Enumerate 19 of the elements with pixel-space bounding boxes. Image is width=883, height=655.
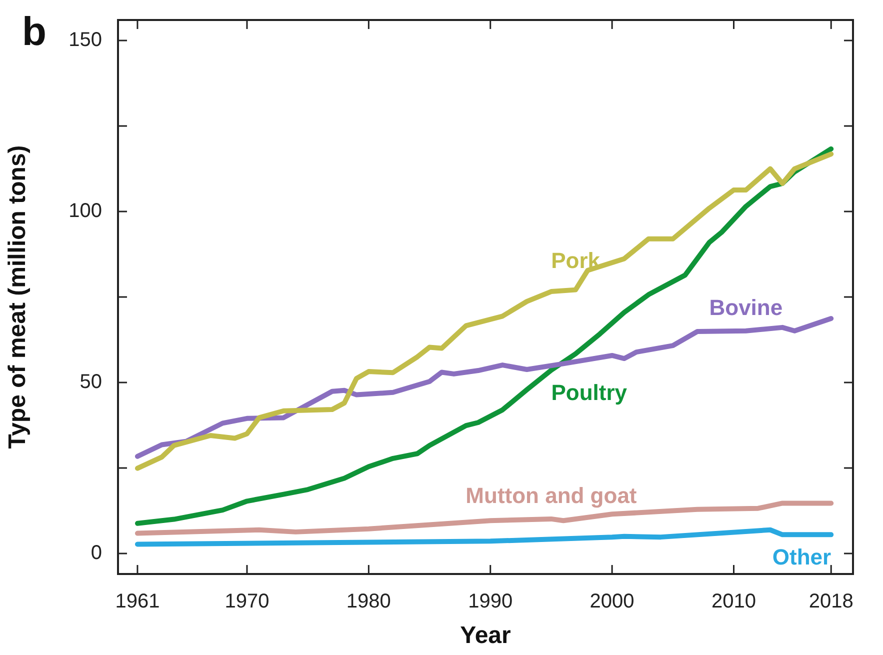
x-tick-label: 1990 <box>468 590 513 613</box>
series-label: Poultry <box>551 380 628 406</box>
x-axis-title: Year <box>460 622 511 650</box>
text: b <box>22 10 46 54</box>
series-label: Mutton and goat <box>466 483 638 508</box>
y-tick-label: 150 <box>68 29 102 52</box>
series-label: Other <box>772 544 832 570</box>
x-tick-label: 1970 <box>224 590 270 613</box>
y-tick-label: 100 <box>68 200 102 222</box>
x-tick-label: 1980 <box>346 590 391 613</box>
y-tick-label: 0 <box>90 542 102 564</box>
series-label: Bovine <box>709 294 783 320</box>
x-tick-label: 2018 <box>808 590 854 613</box>
y-tick-label: 50 <box>80 371 102 394</box>
series-label: Pork <box>551 248 601 273</box>
x-tick-label: 2000 <box>590 590 634 613</box>
x-tick-label: 1961 <box>115 590 160 613</box>
x-tick-label: 2010 <box>711 590 756 613</box>
y-axis-title: Type of meat (million tons) <box>4 145 32 449</box>
